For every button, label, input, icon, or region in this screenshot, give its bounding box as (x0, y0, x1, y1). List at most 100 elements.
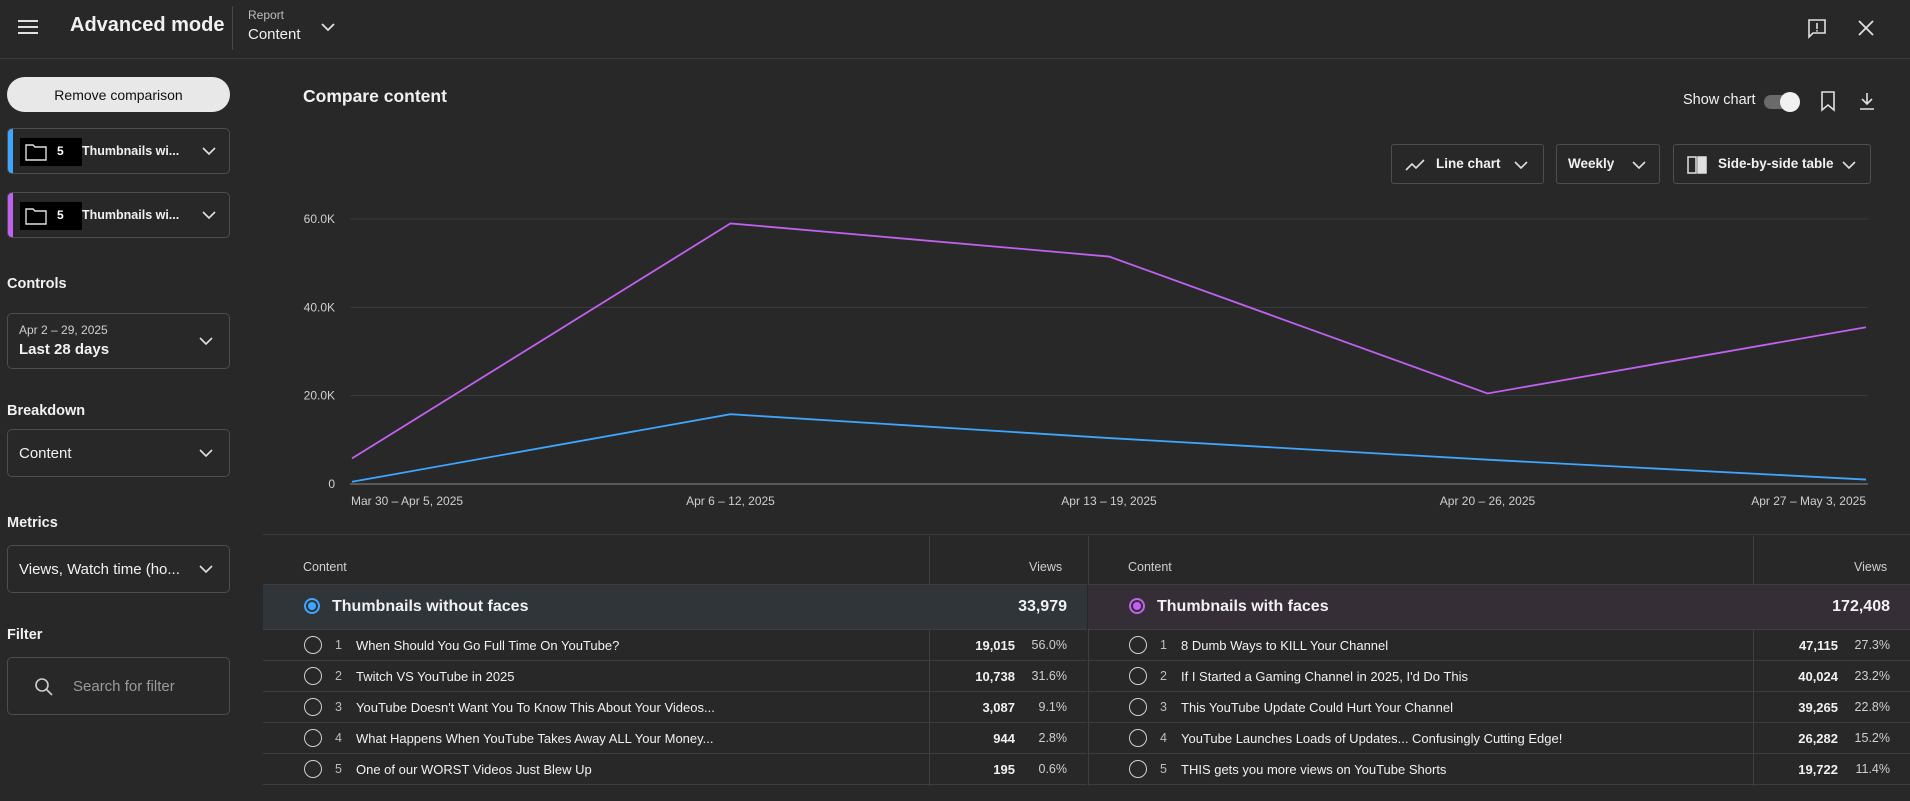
line-chart-icon (1405, 159, 1425, 171)
total-row[interactable]: Thumbnails with faces 172,408 (1088, 584, 1910, 630)
row-video-title[interactable]: YouTube Launches Loads of Updates... Con… (1181, 731, 1563, 746)
row-radio[interactable] (304, 760, 322, 778)
row-video-title[interactable]: THIS gets you more views on YouTube Shor… (1181, 762, 1447, 777)
table-row[interactable]: 1 When Should You Go Full Time On YouTube… (263, 630, 1087, 661)
chevron-down-icon (1842, 161, 1856, 170)
row-radio[interactable] (304, 667, 322, 685)
row-radio[interactable] (1129, 729, 1147, 747)
group-name: Thumbnails wi... (82, 208, 180, 222)
report-value[interactable]: Content (248, 26, 301, 43)
chevron-down-icon (199, 565, 213, 574)
show-chart-label: Show chart (1683, 92, 1756, 108)
bookmark-icon[interactable] (1818, 90, 1838, 112)
date-range-value: Last 28 days (19, 341, 110, 358)
table-row[interactable]: 1 8 Dumb Ways to KILL Your Channel 47,115 2… (1088, 630, 1910, 661)
table-row[interactable]: 2 Twitch VS YouTube in 2025 10,738 31.6% (263, 661, 1087, 692)
row-views: 26,282 (1798, 731, 1838, 746)
table-mode-button[interactable]: Side-by-side table (1673, 144, 1871, 184)
row-views: 10,738 (975, 669, 1015, 684)
row-views: 40,024 (1798, 669, 1838, 684)
total-radio[interactable] (304, 598, 320, 614)
row-radio[interactable] (1129, 636, 1147, 654)
row-video-title[interactable]: When Should You Go Full Time On YouTube? (356, 638, 620, 653)
table-row[interactable]: 2 If I Started a Gaming Channel in 2025, … (1088, 661, 1910, 692)
row-views: 19,722 (1798, 762, 1838, 777)
metrics-select[interactable]: Views, Watch time (ho... (7, 545, 230, 593)
row-video-title[interactable]: What Happens When YouTube Takes Away ALL… (356, 731, 714, 746)
table-row[interactable]: 5 One of our WORST Videos Just Blew Up 195… (263, 754, 1087, 785)
chevron-down-icon (199, 337, 213, 346)
row-views: 39,265 (1798, 700, 1838, 715)
table-divider (1088, 536, 1089, 786)
comparison-table-right: Content Views Thumbnails with faces 172,… (1088, 536, 1910, 786)
group-count: 5 (57, 208, 64, 222)
close-icon[interactable] (1856, 18, 1876, 38)
table-row[interactable]: 4 What Happens When YouTube Takes Away AL… (263, 723, 1087, 754)
row-rank: 4 (335, 731, 342, 745)
group-name: Thumbnails wi... (82, 144, 180, 158)
row-views: 19,015 (975, 638, 1015, 653)
toggle-knob (1780, 92, 1800, 112)
row-radio[interactable] (304, 698, 322, 716)
row-rank: 3 (335, 700, 342, 714)
row-views: 3,087 (982, 700, 1015, 715)
row-rank: 4 (1160, 731, 1167, 745)
row-video-title[interactable]: If I Started a Gaming Channel in 2025, I… (1181, 669, 1468, 684)
y-tick-label: 20.0K (304, 389, 335, 403)
report-chevron-down-icon[interactable] (318, 17, 338, 37)
row-video-title[interactable]: Twitch VS YouTube in 2025 (356, 669, 515, 684)
row-radio[interactable] (1129, 667, 1147, 685)
row-radio[interactable] (1129, 698, 1147, 716)
x-tick-label: Mar 30 – Apr 5, 2025 (351, 494, 463, 508)
table-row[interactable]: 3 This YouTube Update Could Hurt Your Cha… (1088, 692, 1910, 723)
row-radio[interactable] (304, 636, 322, 654)
chevron-down-icon (1514, 161, 1528, 170)
remove-comparison-button[interactable]: Remove comparison (7, 77, 230, 112)
total-views: 172,408 (1832, 598, 1890, 615)
row-percent: 9.1% (1038, 700, 1068, 714)
chevron-down-icon[interactable] (200, 206, 218, 224)
comparison-group-2[interactable]: 5 Thumbnails wi... (7, 192, 230, 238)
comparison-group-1[interactable]: 5 Thumbnails wi... (7, 128, 230, 174)
interval-label: Weekly (1568, 156, 1615, 171)
metrics-value: Views, Watch time (ho... (19, 561, 180, 578)
row-video-title[interactable]: One of our WORST Videos Just Blew Up (356, 762, 592, 777)
filter-search-box[interactable] (7, 657, 230, 715)
group-thumbnail (20, 202, 82, 230)
chart-type-button[interactable]: Line chart (1391, 144, 1544, 184)
table-row[interactable]: 3 YouTube Doesn't Want You To Know This A… (263, 692, 1087, 723)
breakdown-select[interactable]: Content (7, 429, 230, 477)
feedback-icon[interactable] (1806, 17, 1828, 39)
row-percent: 23.2% (1854, 669, 1890, 683)
report-label: Report (248, 8, 285, 22)
total-radio[interactable] (1129, 598, 1145, 614)
download-icon[interactable] (1857, 90, 1877, 112)
hamburger-menu-icon[interactable] (18, 17, 40, 37)
chevron-down-icon[interactable] (200, 142, 218, 160)
column-header-content: Content (303, 560, 347, 574)
column-header-views: Views (1854, 560, 1888, 574)
top-bar: Advanced mode Report Content (0, 0, 1910, 59)
row-video-title[interactable]: This YouTube Update Could Hurt Your Chan… (1181, 700, 1453, 715)
radio-dot (308, 602, 316, 610)
table-mode-label: Side-by-side table (1718, 156, 1834, 171)
row-views: 944 (993, 731, 1015, 746)
group-color-stripe (8, 129, 13, 173)
row-video-title[interactable]: YouTube Doesn't Want You To Know This Ab… (356, 700, 715, 715)
chevron-down-icon (1632, 161, 1646, 170)
total-name: Thumbnails without faces (332, 598, 529, 615)
y-tick-label: 40.0K (304, 300, 335, 314)
row-video-title[interactable]: 8 Dumb Ways to KILL Your Channel (1181, 638, 1389, 653)
row-radio[interactable] (1129, 760, 1147, 778)
date-range-select[interactable]: Apr 2 – 29, 2025 Last 28 days (7, 313, 230, 369)
interval-button[interactable]: Weekly (1556, 144, 1660, 184)
row-radio[interactable] (304, 729, 322, 747)
table-row[interactable]: 5 THIS gets you more views on YouTube Sho… (1088, 754, 1910, 785)
row-rank: 2 (1160, 669, 1167, 683)
table-row[interactable]: 4 YouTube Launches Loads of Updates... Co… (1088, 723, 1910, 754)
total-row[interactable]: Thumbnails without faces 33,979 (263, 584, 1087, 630)
row-views: 47,115 (1798, 638, 1838, 653)
row-percent: 0.6% (1038, 762, 1068, 776)
show-chart-toggle[interactable] (1764, 92, 1800, 112)
filter-search-input[interactable] (71, 677, 225, 696)
